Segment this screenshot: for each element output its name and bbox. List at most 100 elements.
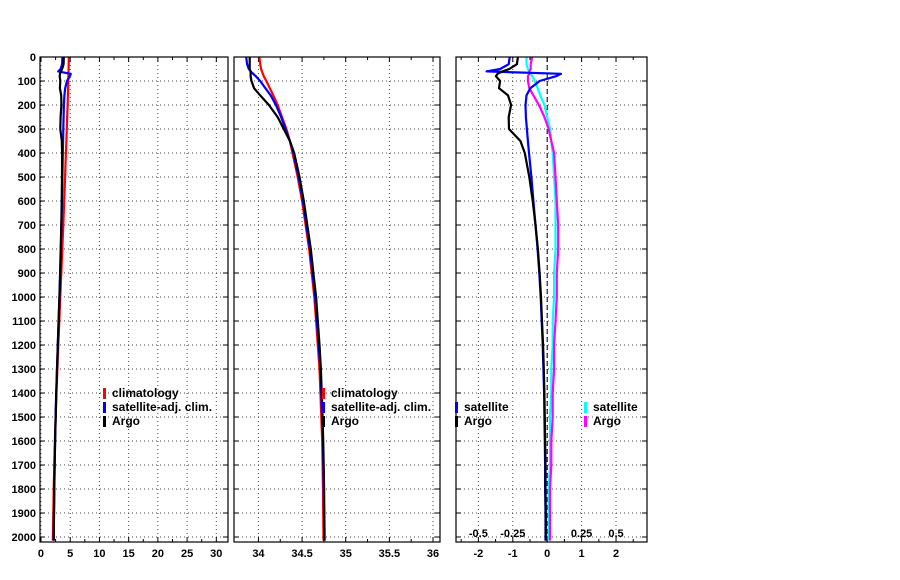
legend-label: Argo [112, 414, 140, 428]
legend-label: climatology [112, 386, 179, 400]
profile-curve-salinity-argo [526, 56, 560, 541]
x-tick-label: 5 [67, 548, 73, 560]
x-tick-label: 36 [427, 548, 439, 560]
legend-line-sample [103, 416, 106, 427]
x-tick-label: 34 [252, 548, 265, 560]
y-tick-label: 400 [18, 148, 36, 160]
y-tick-label: 700 [18, 220, 36, 232]
y-tick-label: 2000 [12, 532, 36, 544]
legend-line-sample [455, 416, 458, 427]
sla-map-image [680, 323, 872, 550]
tick-labels: -2 -1 0 1 2 -0.5 -0.25 0 0.25 0.5 [469, 528, 624, 560]
x-tick-label: 10 [93, 548, 105, 560]
legend-label: Argo [593, 414, 621, 428]
legend-line-sample [322, 402, 325, 413]
y-tick-label: 1400 [12, 388, 36, 400]
temperature-plot-legend: climatology satellite-adj. clim. Argo [103, 386, 212, 428]
y-tick-label: 800 [18, 244, 36, 256]
x-tick-label: 34.5 [291, 548, 312, 560]
salinity-plot: 34 34.5 35 35.5 36 [233, 56, 441, 560]
sst-map-axes [630, 0, 900, 290]
y-tick-label: 1600 [12, 436, 36, 448]
y-tick-label: 1100 [12, 316, 36, 328]
profile-curve-argo [52, 56, 65, 541]
y-tick-label: 600 [18, 196, 36, 208]
profile-curve-argo [248, 57, 326, 541]
s-tick-label: 0.25 [571, 528, 592, 540]
x-tick-label: 0 [38, 548, 44, 560]
legend-label: Argo [331, 414, 359, 428]
tick-labels: 0 5 10 15 20 25 300100200300400500600700800900… [12, 52, 223, 560]
legend-item: satellite [584, 400, 638, 414]
profile-curves [485, 56, 563, 541]
x-tick-label: 30 [210, 548, 222, 560]
x-tick-label: 35.5 [379, 548, 400, 560]
legend-item: satellite-adj. clim. [103, 400, 212, 414]
profile-curve-climatology [258, 56, 325, 541]
sla-map-axes [630, 283, 900, 580]
y-tick-label: 1300 [12, 364, 36, 376]
s-tick-label: 0 [544, 528, 550, 540]
x-tick-label: 0 [544, 548, 550, 560]
temperature-plot: 0 5 10 15 20 25 300100200300400500600700800900… [12, 52, 229, 560]
legend-item: climatology [103, 386, 212, 400]
grid [40, 56, 228, 542]
s-tick-label: 0.5 [608, 528, 623, 540]
tick-labels: 34 34.5 35 35.5 36 [252, 548, 439, 560]
profile-curves [51, 56, 72, 541]
legend-label: Argo [464, 414, 492, 428]
difference-legend-temperature: satellite Argo [455, 400, 509, 428]
legend-item: Argo [103, 414, 212, 428]
y-tick-label: 0 [30, 52, 36, 64]
legend-item: Argo [584, 414, 638, 428]
s-tick-label: -0.5 [469, 528, 488, 540]
profile-curve-temperature-argo [494, 56, 547, 541]
difference-plot: -2 -1 0 1 2 -0.5 -0.25 0 0.25 0.5 [455, 56, 648, 560]
profile-curve-satellite-adj-clim- [52, 56, 72, 541]
legend-line-sample [584, 416, 587, 427]
s-tick-label: -0.25 [500, 528, 525, 540]
legend-label: satellite-adj. clim. [331, 400, 432, 414]
sst-map-image [680, 33, 872, 263]
y-tick-label: 1900 [12, 508, 36, 520]
legend-item: satellite [455, 400, 509, 414]
legend-label: climatology [331, 386, 398, 400]
y-tick-label: 200 [18, 100, 36, 112]
y-tick-label: 1700 [12, 460, 36, 472]
profile-curves [245, 56, 326, 541]
salinity-plot-legend: climatology satellite-adj. clim. Argo [322, 386, 431, 428]
legend-item: Argo [455, 414, 509, 428]
x-tick-label: -1 [508, 548, 518, 560]
axis-ticks [40, 56, 228, 542]
x-tick-label: 35 [340, 548, 352, 560]
legend-line-sample [322, 416, 325, 427]
grid [234, 56, 440, 542]
legend-line-sample [584, 402, 587, 413]
y-tick-label: 100 [18, 76, 36, 88]
legend-label: satellite [593, 400, 638, 414]
legend-line-sample [103, 388, 106, 399]
difference-legend-salinity: satellite Argo [584, 400, 638, 428]
plot-box [455, 56, 648, 543]
y-tick-label: 1200 [12, 340, 36, 352]
x-tick-label: 25 [181, 548, 193, 560]
x-tick-label: 2 [613, 548, 619, 560]
plot-box [39, 56, 229, 543]
profile-curve-salinity-satellite [525, 57, 557, 541]
x-tick-label: -2 [473, 548, 483, 560]
y-tick-label: 1500 [12, 412, 36, 424]
y-tick-label: 900 [18, 268, 36, 280]
axis-ticks [234, 56, 440, 542]
legend-item: satellite-adj. clim. [322, 400, 431, 414]
y-tick-label: 500 [18, 172, 36, 184]
x-tick-label: 15 [123, 548, 135, 560]
legend-item: climatology [322, 386, 431, 400]
x-tick-label: 20 [152, 548, 164, 560]
y-tick-label: 1800 [12, 484, 36, 496]
x-tick-label: 1 [579, 548, 585, 560]
legend-label: satellite-adj. clim. [112, 400, 213, 414]
y-tick-label: 300 [18, 124, 36, 136]
plot-box [233, 56, 441, 543]
legend-line-sample [322, 388, 325, 399]
